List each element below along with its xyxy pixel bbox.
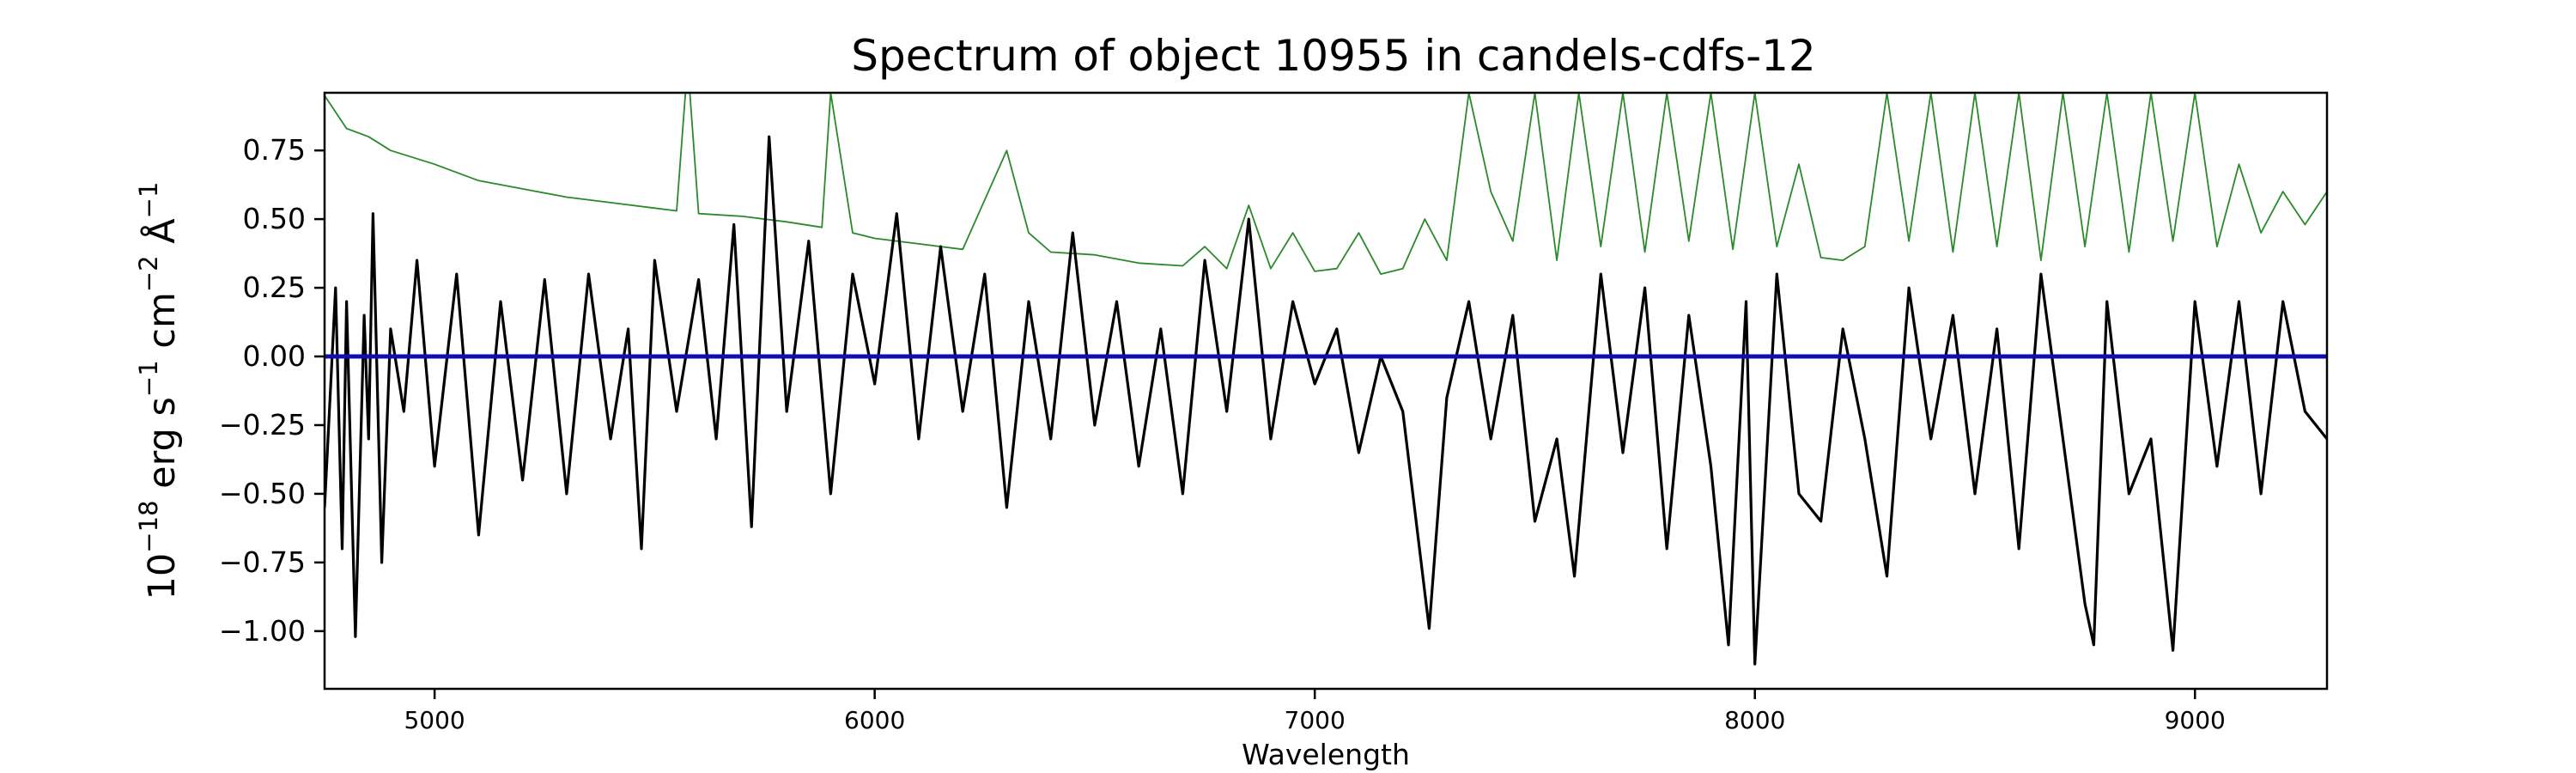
- x-tick-label: 8000: [1724, 706, 1785, 734]
- y-label-part: erg s: [141, 397, 184, 500]
- flux-series-line: [325, 135, 2327, 666]
- y-label-part: 10: [141, 553, 184, 600]
- plot-frame: [323, 91, 2329, 691]
- y-axis-label: 10−18 erg s−1 cm−2 Å−1: [134, 182, 184, 600]
- x-tick-label: 5000: [404, 706, 465, 734]
- y-label-part: cm: [141, 292, 184, 360]
- y-label-part: −18: [134, 501, 163, 553]
- x-tick-label: 6000: [844, 706, 905, 734]
- y-label-part: −1: [134, 360, 163, 397]
- y-tick-label: −1.00: [219, 614, 306, 648]
- chart-title: Spectrum of object 10955 in candels-cdfs…: [851, 31, 1816, 81]
- x-axis-label: Wavelength: [1242, 738, 1410, 771]
- y-axis-ticks: 0.75 0.50 0.25 0.00 −0.25 −0.50 −0.75 −1.00: [219, 133, 325, 648]
- y-label-part: −2: [134, 255, 163, 292]
- series-layer: [325, 93, 2327, 666]
- y-tick-label: −0.50: [219, 477, 306, 510]
- y-tick-label: 0.00: [243, 339, 306, 373]
- x-tick-label: 7000: [1285, 706, 1346, 734]
- x-axis-ticks: 5000 6000 7000 8000 9000: [404, 689, 2226, 734]
- y-tick-label: −0.75: [219, 545, 306, 579]
- y-label-part: −1: [134, 182, 163, 219]
- x-tick-label: 9000: [2165, 706, 2226, 734]
- y-tick-label: −0.25: [219, 408, 306, 441]
- y-tick-label: 0.25: [243, 271, 306, 304]
- y-label-part: Å: [140, 218, 184, 256]
- y-tick-label: 0.50: [243, 202, 306, 235]
- y-tick-label: 0.75: [243, 133, 306, 167]
- error-series-line: [325, 93, 2327, 276]
